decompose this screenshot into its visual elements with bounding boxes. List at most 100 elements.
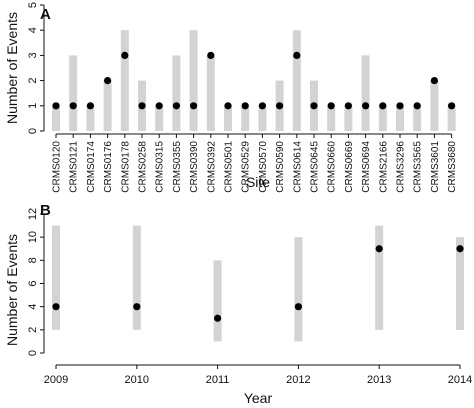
panel-a-point xyxy=(104,77,112,85)
panel-b-points xyxy=(52,245,464,322)
panel-a-range-bar xyxy=(430,80,439,131)
panel-a-x-tick-label: CRMS0645 xyxy=(310,141,321,193)
panel-a-x-tick-label: CRMS0669 xyxy=(344,141,355,193)
panel-a-point xyxy=(413,102,421,110)
panel-a-x-tick-label: CRMS0570 xyxy=(258,141,269,193)
panel-b-range-bar xyxy=(456,237,464,330)
panel-a-x-tick-label: CRMS0120 xyxy=(52,141,63,193)
panel-b-range-bar xyxy=(213,260,222,342)
panel-a-y-tick-label: 0 xyxy=(27,128,39,134)
panel-a-y-tick-label: 2 xyxy=(27,78,39,84)
panel-b-range-bar xyxy=(294,237,303,342)
panel-b-range-bar xyxy=(375,225,384,330)
panel-a-x-tick-label: CRMS0660 xyxy=(327,141,338,193)
panel-a-point xyxy=(155,102,163,110)
panel-b-range-bars xyxy=(52,225,464,342)
panel-a-y-tick-label: 4 xyxy=(27,27,39,33)
panel-a-point xyxy=(241,102,249,110)
panel-a-point xyxy=(396,102,404,110)
panel-a-range-bar xyxy=(172,55,181,131)
panel-b-y-tick-label: 12 xyxy=(27,208,39,220)
panel-a-x-tick-label: CRMS3565 xyxy=(413,141,424,193)
panel-a-range-bar xyxy=(103,80,112,131)
panel-b-x-tick-label: 2014 xyxy=(448,374,472,386)
panel-a-range-bar xyxy=(413,105,422,131)
panel-a-x-tick-label: CRMS2166 xyxy=(378,141,389,193)
panel-a-range-bar xyxy=(241,105,250,131)
panel-b-range-bar xyxy=(52,225,60,330)
panel-a-y-tick-label: 3 xyxy=(27,52,39,58)
panel-a-point xyxy=(362,102,370,110)
panel-b-y-tick-label: 0 xyxy=(27,350,39,356)
panel-b-x-axis-label: Year xyxy=(244,390,273,406)
panel-b-x-axis: 2009 2010 2011 2012 2013 2014 xyxy=(44,364,472,386)
panel-a-range-bar xyxy=(258,105,267,131)
panel-a-range-bars xyxy=(52,30,456,132)
panel-a-range-bar xyxy=(292,30,301,132)
panel-a-y-tick-label: 1 xyxy=(27,103,39,109)
panel-a-point xyxy=(258,102,266,110)
panel-a-x-tick-label: CRMS3601 xyxy=(430,141,441,193)
panel-b-point xyxy=(294,303,302,311)
panel-b-point xyxy=(456,245,464,253)
panel-a-point xyxy=(430,77,438,85)
panel-b-y-tick-label: 8 xyxy=(27,257,39,263)
panel-a-range-bar xyxy=(224,105,232,131)
panel-b-label: B xyxy=(40,202,51,219)
panel-b-range-bar xyxy=(132,225,141,330)
panel-a-point xyxy=(138,102,146,110)
panel-b-y-tick-label: 6 xyxy=(27,280,39,286)
panel-a-y-axis-label: Number of Events xyxy=(4,12,20,124)
panel-a-range-bar xyxy=(361,55,370,131)
panel-a-x-tick-label: CRMS0529 xyxy=(241,141,252,193)
panel-a-x-tick-label: CRMS3680 xyxy=(447,141,458,193)
panel-a-x-tick-label: CRMS0501 xyxy=(224,141,235,193)
panel-b-y-tick-label: 10 xyxy=(27,231,39,243)
panel-b-point xyxy=(52,303,60,311)
panel-a-range-bar xyxy=(52,105,60,131)
panel-a-x-tick-label: CRMS0174 xyxy=(86,141,97,193)
panel-a-y-tick-label: 5 xyxy=(27,2,39,8)
panel-b-x-tick-label: 2011 xyxy=(206,374,230,386)
panel-b-y-axis-label: Number of Events xyxy=(4,234,20,346)
panel-a-point xyxy=(293,51,301,60)
panel-a-x-tick-label: CRMS0176 xyxy=(103,141,114,193)
panel-a-range-bar xyxy=(378,105,387,131)
panel-a-point xyxy=(276,102,284,110)
panel-a-point xyxy=(172,102,180,110)
panel-a-range-bar xyxy=(447,105,456,131)
panel-a-range-bar xyxy=(206,55,215,131)
panel-a-x-tick-label: CRMS0614 xyxy=(292,141,303,193)
panel-b-x-tick-label: 2010 xyxy=(125,374,149,386)
panel-a-point xyxy=(190,102,198,110)
panel-a-range-bar xyxy=(396,105,404,131)
panel-b-x-tick-label: 2009 xyxy=(44,374,68,386)
panel-a-x-ticks: CRMS0120 CRMS0121 CRMS0174 CRMS0176 CRMS0178… xyxy=(52,133,458,193)
panel-a-point xyxy=(448,102,456,110)
panel-a-point xyxy=(121,51,129,60)
panel-a-point xyxy=(207,51,215,60)
panel-a-label: A xyxy=(40,6,51,23)
panel-b-x-tick-label: 2012 xyxy=(286,374,310,386)
panel-a-point xyxy=(310,102,318,110)
panel-a-range-bar xyxy=(189,30,198,132)
panel-b-y-tick-label: 4 xyxy=(27,304,39,310)
panel-a-range-bar xyxy=(155,105,164,131)
panel-a-point xyxy=(69,102,77,110)
panel-b-point xyxy=(375,245,383,253)
panel-a-x-axis-label: Site xyxy=(246,174,270,190)
panel-a-x-tick-label: CRMS0121 xyxy=(69,141,80,193)
panel-b-y-tick-label: 2 xyxy=(27,327,39,333)
panel-a-range-bar xyxy=(86,105,95,131)
panel-a-y-axis: 0 1 2 3 4 5 xyxy=(27,2,45,134)
panel-a-x-tick-label: CRMS0392 xyxy=(206,141,217,193)
panel-a-x-tick-label: CRMS0178 xyxy=(120,141,131,193)
panel-a-point xyxy=(86,102,94,110)
panel-a-range-bar xyxy=(344,105,353,131)
panel-a-x-tick-label: CRMS0315 xyxy=(155,141,166,193)
panel-a-x-tick-label: CRMS0355 xyxy=(172,141,183,193)
panel-a-x-tick-label: CRMS0390 xyxy=(189,141,200,193)
panel-a-range-bar xyxy=(327,105,336,131)
